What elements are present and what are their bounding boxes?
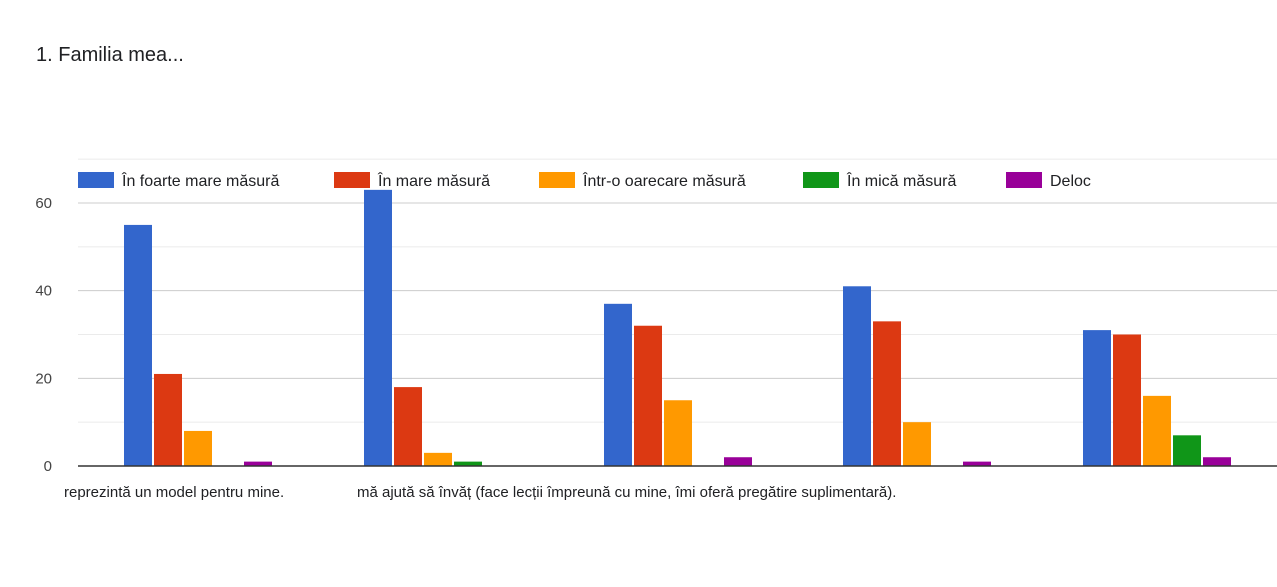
bar[interactable]	[154, 373, 182, 466]
bar[interactable]	[664, 400, 692, 466]
legend-label: În mare măsură	[377, 171, 490, 190]
chart-title: 1. Familia mea...	[36, 44, 184, 66]
bar[interactable]	[184, 430, 212, 466]
bar[interactable]	[1083, 330, 1111, 466]
legend-label: În foarte mare măsură	[121, 171, 280, 190]
legend-swatch	[539, 172, 575, 188]
legend-label: Deloc	[1050, 173, 1091, 190]
y-tick-label: 60	[35, 195, 52, 212]
bar[interactable]	[843, 286, 871, 466]
legend-label: În mică măsură	[846, 171, 956, 190]
x-category-label: reprezintă un model pentru mine.	[64, 484, 284, 501]
bar[interactable]	[454, 461, 482, 466]
legend-item[interactable]: În mare măsură	[334, 171, 490, 190]
bar[interactable]	[1173, 435, 1201, 466]
y-tick-label: 40	[35, 283, 52, 300]
legend-swatch	[334, 172, 370, 188]
legend[interactable]: În foarte mare măsură În mare măsură Într-…	[78, 171, 1091, 190]
legend-swatch	[1006, 172, 1042, 188]
bar[interactable]	[1203, 457, 1231, 466]
bar[interactable]	[873, 321, 901, 466]
y-tick-label: 0	[44, 458, 52, 475]
bar[interactable]	[724, 457, 752, 466]
bar[interactable]	[424, 452, 452, 466]
legend-swatch	[78, 172, 114, 188]
legend-label: Într-o oarecare măsură	[582, 171, 746, 190]
bar[interactable]	[1113, 334, 1141, 467]
bar[interactable]	[634, 325, 662, 466]
legend-item[interactable]: Deloc	[1006, 172, 1091, 190]
legend-swatch	[803, 172, 839, 188]
x-category-label: mă ajută să învăț (face lecții împreună …	[357, 484, 896, 501]
bar[interactable]	[394, 387, 422, 466]
bar[interactable]	[604, 303, 632, 466]
bar[interactable]	[903, 422, 931, 466]
legend-item[interactable]: Într-o oarecare măsură	[539, 171, 746, 190]
legend-item[interactable]: În foarte mare măsură	[78, 171, 280, 190]
legend-item[interactable]: În mică măsură	[803, 171, 956, 190]
bar[interactable]	[1143, 395, 1171, 466]
bar[interactable]	[364, 189, 392, 466]
bar[interactable]	[124, 224, 152, 466]
bar[interactable]	[244, 461, 272, 466]
bar[interactable]	[963, 461, 991, 466]
category-labels: reprezintă un model pentru mine. mă ajută…	[64, 484, 896, 501]
y-tick-label: 20	[35, 370, 52, 387]
bars	[124, 189, 1231, 467]
axes: 0 20 40 60	[35, 195, 1277, 475]
